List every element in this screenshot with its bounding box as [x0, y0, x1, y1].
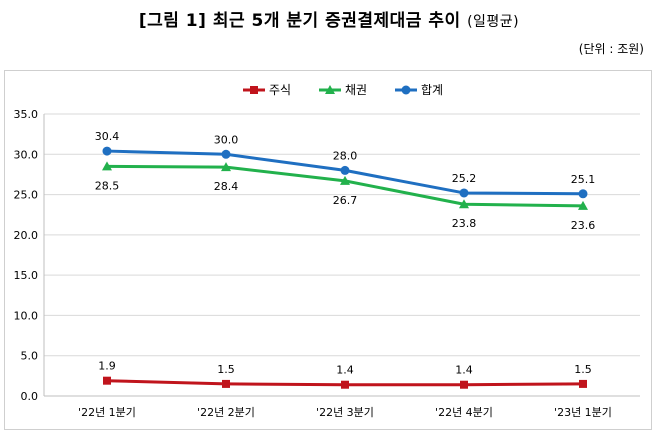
data-label: 26.7	[333, 194, 358, 207]
unit-label: (단위 : 조원)	[578, 42, 644, 56]
data-label: 1.5	[217, 363, 235, 376]
y-tick-label: 10.0	[14, 309, 39, 322]
data-point	[459, 199, 469, 209]
x-tick-label: '22년 1분기	[78, 406, 136, 419]
data-point	[102, 161, 112, 171]
data-label: 28.5	[95, 179, 120, 192]
data-point	[579, 379, 587, 388]
data-label: 30.0	[214, 133, 239, 146]
legend-label: 합계	[421, 83, 443, 97]
data-label: 28.0	[333, 149, 358, 162]
data-point	[578, 189, 588, 199]
legend-label: 주식	[269, 83, 291, 97]
data-label: 23.6	[571, 219, 596, 232]
data-point	[221, 162, 231, 172]
data-point	[102, 146, 112, 156]
data-point	[341, 380, 349, 389]
x-tick-label: '22년 4분기	[435, 406, 493, 419]
legend-marker	[250, 86, 258, 94]
chart-title-sub: (일평균)	[467, 14, 520, 30]
data-label: 28.4	[214, 180, 239, 193]
y-tick-label: 30.0	[14, 148, 39, 161]
data-label: 30.4	[95, 130, 120, 143]
data-point	[578, 200, 588, 210]
y-tick-label: 0.0	[21, 390, 39, 403]
data-label: 1.4	[455, 364, 473, 377]
legend-marker	[401, 85, 411, 95]
data-point	[460, 380, 468, 389]
chart-frame	[4, 70, 652, 430]
data-label: 23.8	[452, 217, 477, 230]
data-point	[340, 175, 350, 185]
chart-title-main: [그림 1] 최근 5개 분기 증권결제대금 추이	[138, 11, 461, 31]
data-point	[221, 149, 231, 159]
data-point	[103, 376, 111, 385]
data-point	[222, 379, 230, 388]
y-tick-label: 5.0	[21, 350, 39, 363]
data-point	[459, 188, 469, 198]
x-tick-label: '23년 1분기	[554, 406, 612, 419]
y-tick-label: 35.0	[14, 108, 39, 121]
y-tick-label: 15.0	[14, 269, 39, 282]
data-label: 1.4	[336, 364, 354, 377]
y-tick-label: 25.0	[14, 189, 39, 202]
x-tick-label: '22년 2분기	[197, 406, 255, 419]
data-point	[340, 165, 350, 175]
data-label: 1.9	[98, 360, 116, 373]
x-tick-label: '22년 3분기	[316, 406, 374, 419]
data-label: 1.5	[574, 363, 592, 376]
data-label: 25.1	[571, 173, 596, 186]
chart-title: [그림 1] 최근 5개 분기 증권결제대금 추이 (일평균)	[0, 6, 658, 31]
legend-label: 채권	[345, 83, 367, 97]
y-tick-label: 20.0	[14, 229, 39, 242]
data-label: 25.2	[452, 172, 477, 185]
legend-marker	[325, 85, 335, 94]
